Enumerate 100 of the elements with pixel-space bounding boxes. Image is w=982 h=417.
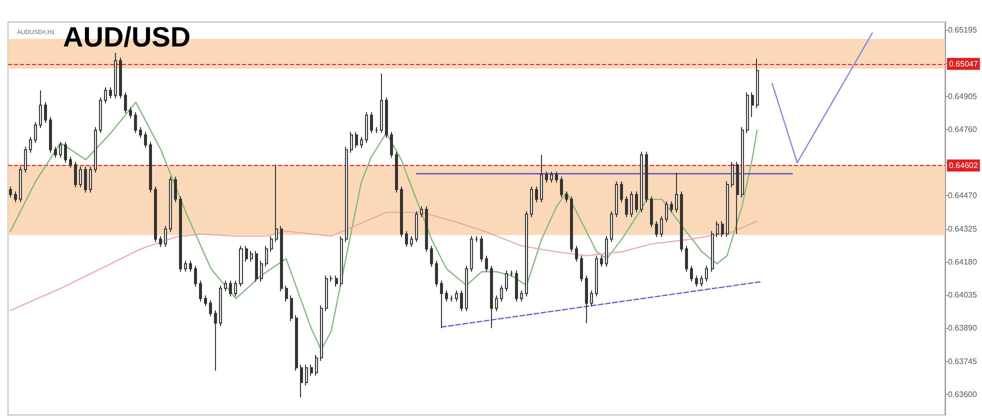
candlestick (325, 275, 328, 312)
candlestick (726, 180, 729, 238)
candlestick (350, 131, 353, 154)
candlestick (665, 200, 668, 223)
candlestick (675, 172, 678, 213)
candlestick (355, 131, 358, 148)
candlestick (370, 112, 373, 134)
candlestick (385, 96, 388, 138)
candlestick (660, 216, 663, 238)
candlestick (590, 290, 593, 307)
y-tick-label: 0.64470 (948, 191, 978, 200)
y-tick-label: 0.63600 (948, 390, 978, 399)
candlestick (330, 275, 333, 282)
candlestick (415, 210, 418, 243)
candlestick (540, 154, 543, 203)
candlestick (134, 112, 137, 134)
candlestick (545, 171, 548, 184)
candlestick (9, 186, 12, 198)
candlestick (645, 151, 648, 203)
candlestick (54, 146, 57, 158)
candlestick (570, 196, 573, 252)
y-tick-label: 0.64760 (948, 124, 978, 134)
candlestick (670, 200, 673, 213)
candlestick (450, 295, 453, 302)
candlestick (214, 310, 217, 372)
candlestick (84, 166, 87, 193)
candlestick (425, 206, 428, 252)
candlestick (405, 230, 408, 248)
candlestick (99, 96, 102, 134)
candlestick (315, 354, 318, 376)
candlestick (716, 220, 719, 238)
candlestick (731, 161, 734, 188)
candlestick (14, 191, 17, 203)
candlestick (640, 151, 643, 213)
candlestick (154, 186, 157, 243)
candlestick (340, 236, 343, 288)
candlestick (209, 300, 212, 317)
candlestick (400, 186, 403, 238)
candlestick (124, 92, 127, 114)
candlestick (74, 161, 77, 188)
candlestick (500, 284, 503, 302)
ref-line-label: 0.64602 (949, 160, 978, 170)
candlestick (430, 245, 433, 268)
y-tick-label: 0.65195 (948, 25, 978, 34)
candlestick (525, 210, 528, 297)
candlestick (530, 186, 533, 218)
candlestick (265, 245, 268, 268)
candlestick (260, 260, 263, 282)
candlestick (64, 141, 67, 164)
candlestick (239, 245, 243, 288)
candlestick (285, 284, 288, 302)
candlestick (455, 290, 458, 302)
candlestick (585, 275, 588, 324)
candlestick (29, 136, 32, 154)
candlestick (465, 265, 468, 312)
line-series (10, 102, 758, 350)
candlestick (219, 284, 222, 327)
candlestick (204, 295, 207, 307)
candlestick (690, 265, 693, 282)
candlestick (575, 245, 578, 262)
y-tick-label: 0.63890 (948, 324, 978, 333)
candlestick (144, 131, 147, 148)
candlestick (295, 314, 298, 372)
candlestick (380, 73, 383, 134)
candlestick (505, 270, 508, 292)
candlestick (580, 255, 583, 282)
y-tick-label: 0.64905 (948, 92, 978, 101)
candlestick (475, 236, 478, 243)
candlestick (275, 164, 278, 243)
candlestick (700, 275, 703, 288)
candlestick (79, 166, 82, 188)
candlestick (535, 186, 538, 203)
line-series (10, 212, 758, 311)
candlestick (149, 141, 152, 193)
candlestick (751, 92, 754, 118)
candlestick (485, 255, 488, 272)
candlestick (189, 260, 192, 272)
candlestick (685, 245, 688, 272)
candlestick (345, 146, 348, 243)
candlestick (69, 156, 72, 168)
candlestick (705, 265, 708, 282)
candlestick (174, 176, 177, 203)
candlestick (460, 290, 463, 312)
candlestick (615, 180, 618, 218)
candlestick (711, 230, 714, 272)
candlestick (59, 141, 62, 158)
candlestick (721, 220, 724, 238)
candlestick (630, 191, 633, 218)
candlestick (139, 126, 142, 138)
candlestick (650, 196, 653, 228)
candlestick (520, 290, 523, 302)
candlestick (159, 236, 162, 248)
candlestick (300, 364, 303, 398)
candlestick (19, 166, 22, 203)
candlestick (245, 245, 248, 262)
candlestick (255, 250, 258, 282)
candlestick (310, 364, 313, 376)
candlestick (114, 52, 117, 99)
candlestick (410, 236, 413, 248)
candlestick (184, 260, 187, 272)
